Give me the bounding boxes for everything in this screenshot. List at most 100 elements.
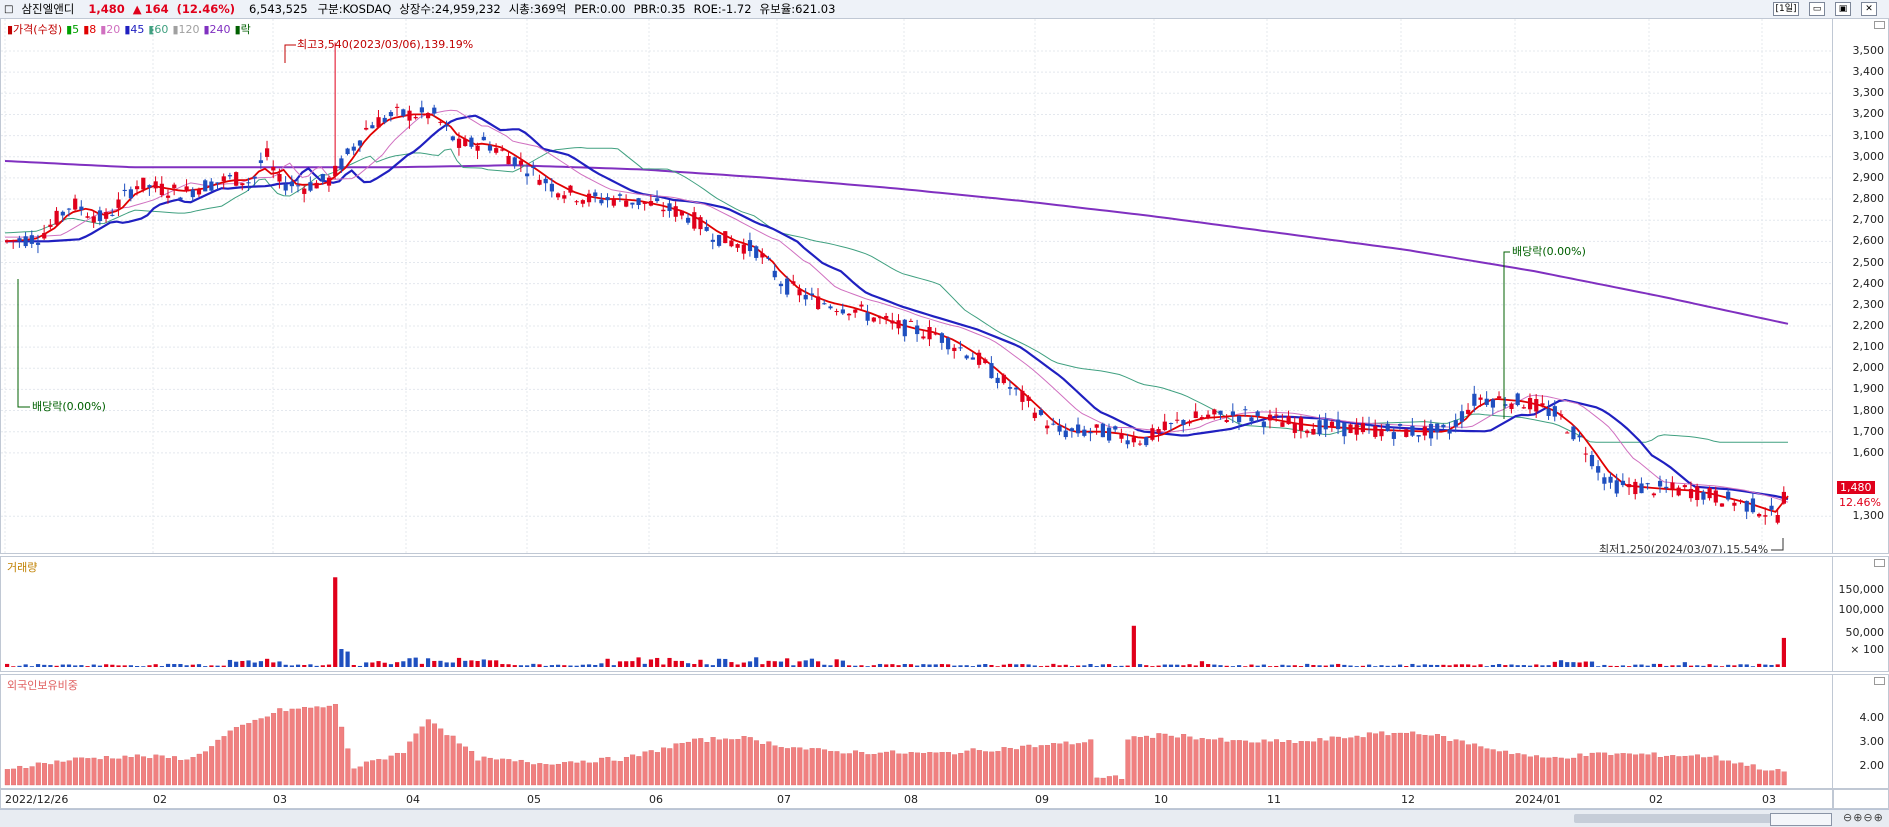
foreign-ratio-bar: [1781, 771, 1787, 786]
volume-bar: [456, 657, 462, 667]
roe-value: ROE:-1.72: [693, 2, 752, 16]
candle-body: [135, 186, 140, 190]
volume-bar: [605, 658, 610, 667]
stock-name[interactable]: 삼진엘앤디: [21, 2, 75, 16]
foreign-ratio-bar: [1614, 753, 1620, 786]
foreign-y-tick: 3.00: [1859, 734, 1885, 748]
candle-body: [989, 363, 994, 379]
price-y-tick: 1,800: [1852, 403, 1885, 417]
foreign-ownership-chart[interactable]: [1, 675, 1833, 789]
close-icon[interactable]: ✕: [1861, 2, 1877, 16]
foreign-ratio-bar: [184, 759, 190, 786]
volume-bar: [1106, 664, 1112, 667]
candle-body: [91, 216, 96, 223]
legend-item[interactable]: ▮8: [83, 23, 97, 36]
x-axis-label: 10: [1154, 793, 1168, 806]
panel-resize-icon[interactable]: [1874, 21, 1885, 29]
checkbox-icon[interactable]: □: [4, 3, 14, 15]
volume-bar: [871, 665, 876, 667]
chart-scrollbar[interactable]: ⊖⊕⊖⊕: [0, 809, 1889, 827]
volume-bar: [1540, 665, 1545, 667]
volume-bar: [1336, 663, 1341, 667]
foreign-ratio-bar: [1583, 756, 1589, 786]
candle-body: [865, 312, 870, 321]
candle-body: [376, 117, 381, 128]
legend-item[interactable]: ▮가격(수정): [7, 23, 63, 36]
legend-item[interactable]: ▮20: [100, 23, 121, 36]
volume-bar: [927, 664, 932, 667]
foreign-ratio-bar: [227, 730, 233, 786]
price-chart-panel[interactable]: ▮가격(수정) ▮5 ▮8 ▮20 ▮45 ▮60 ▮120 ▮240 ▮락 최고3,540(2…: [0, 18, 1833, 554]
foreign-ratio-bar: [1558, 757, 1564, 786]
volume-bar: [1298, 666, 1304, 667]
panel-resize-icon[interactable]: [1874, 677, 1885, 685]
volume-bar: [1713, 665, 1718, 667]
foreign-ratio-bar: [264, 716, 270, 786]
candle-body: [320, 174, 325, 182]
foreign-ratio-bar: [698, 738, 704, 786]
volume-bar: [525, 665, 530, 667]
scroll-thumb[interactable]: [1574, 814, 1798, 823]
volume-bar: [1243, 666, 1248, 667]
price-y-tick: 2,700: [1852, 213, 1885, 227]
volume-bar: [1472, 665, 1477, 667]
foreign-ratio-bar: [797, 747, 803, 786]
foreign-ratio-bar: [1094, 777, 1100, 786]
restore-icon[interactable]: ▣: [1835, 2, 1851, 16]
volume-chart[interactable]: [1, 557, 1833, 672]
price-chart[interactable]: [1, 19, 1833, 554]
candle-body: [1255, 411, 1260, 416]
volume-bar: [741, 662, 746, 667]
volume-bar: [1534, 664, 1539, 667]
candle-body: [785, 278, 790, 295]
legend-item[interactable]: ▮락: [234, 23, 251, 36]
panel-resize-icon[interactable]: [1874, 559, 1885, 567]
candle-body: [122, 189, 127, 192]
candle-body: [1435, 423, 1440, 433]
candle-body: [11, 240, 16, 242]
volume-bar: [611, 665, 616, 667]
foreign-ratio-bar: [1490, 749, 1496, 786]
candle-body: [568, 185, 573, 193]
period-button[interactable]: [1일]: [1773, 2, 1799, 16]
candle-body: [1744, 500, 1749, 512]
volume-y-tick: 50,000: [1845, 626, 1885, 639]
volume-bar: [1757, 663, 1762, 667]
volume-bar: [1552, 661, 1557, 667]
foreign-ratio-bar: [834, 751, 840, 786]
candle-body: [302, 188, 307, 194]
ma240-line: [4, 160, 1789, 325]
candle-body: [1410, 425, 1415, 436]
candle-body: [401, 109, 406, 116]
volume-bar: [11, 666, 16, 667]
candle-body: [277, 174, 282, 182]
candle-body: [698, 217, 703, 230]
foreign-ratio-bar: [1589, 752, 1595, 786]
candle-body: [859, 304, 864, 307]
zoom-range-slider[interactable]: [1770, 813, 1832, 826]
foreign-ratio-bar: [1298, 741, 1304, 786]
foreign-ratio-bar: [357, 766, 363, 786]
volume-bar: [60, 664, 65, 667]
minimize-icon[interactable]: ▭: [1809, 2, 1825, 16]
candle-body: [797, 289, 802, 296]
volume-bar: [1206, 664, 1211, 667]
x-axis-label: 2024/01: [1515, 793, 1561, 806]
candle-body: [908, 320, 914, 322]
volume-bar: [1354, 666, 1359, 667]
volume-bar: [1069, 666, 1075, 667]
legend-item[interactable]: ▮45: [124, 23, 145, 36]
foreign-ratio-bar: [1670, 755, 1676, 786]
foreign-ratio-bar: [729, 739, 735, 786]
volume-panel[interactable]: 거래량: [0, 556, 1833, 672]
candle-body: [1688, 488, 1694, 499]
legend-item[interactable]: ▮5: [66, 23, 80, 36]
x-axis-label: 03: [273, 793, 287, 806]
candle-body: [1125, 440, 1130, 445]
volume-legend: 거래량: [7, 559, 41, 575]
foreign-ratio-bar: [1082, 742, 1088, 786]
legend-item[interactable]: ▮120: [172, 23, 200, 36]
zoom-icons[interactable]: ⊖⊕⊖⊕: [1843, 811, 1884, 824]
foreign-ownership-panel[interactable]: 외국인보유비중: [0, 674, 1833, 789]
legend-item[interactable]: ▮240: [203, 23, 231, 36]
